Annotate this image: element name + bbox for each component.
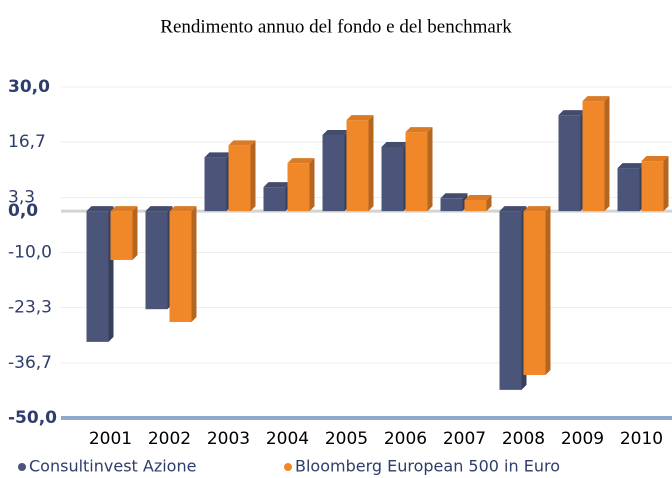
bar-top <box>523 206 551 212</box>
bar-top <box>322 129 350 135</box>
bar <box>287 163 310 212</box>
y-tick-label: -36,7 <box>8 353 52 373</box>
bar <box>523 211 546 375</box>
bar-top <box>381 141 409 147</box>
bar-side <box>604 96 610 212</box>
y-tick-label: -50,0 <box>8 408 57 428</box>
bar-top <box>204 152 232 158</box>
y-tick-label: 0,0 <box>8 201 38 221</box>
legend-label: Consultinvest Azione <box>29 457 196 476</box>
bar-top <box>440 193 468 199</box>
bar <box>322 134 345 212</box>
bar <box>204 157 227 212</box>
bar-top <box>263 182 291 188</box>
y-tick-label: -10,0 <box>8 243 52 263</box>
bar-side <box>250 140 256 212</box>
x-tick-label: 2010 <box>620 429 663 449</box>
x-tick-label: 2001 <box>89 429 132 449</box>
bar-side <box>191 206 197 323</box>
bar <box>582 101 605 212</box>
bar-top <box>228 140 256 146</box>
bar-top <box>617 163 645 169</box>
bar <box>169 211 192 323</box>
bar-top <box>110 206 138 212</box>
bar <box>558 115 581 212</box>
bar <box>110 211 133 260</box>
bar <box>499 211 522 390</box>
chart-title: Rendimento annuo del fondo e del benchma… <box>160 16 512 37</box>
bar-top <box>582 96 610 102</box>
x-tick-label: 2003 <box>207 429 250 449</box>
legend-marker <box>284 463 292 471</box>
bar <box>617 168 640 212</box>
bar-top <box>169 206 197 212</box>
bar-side <box>486 194 492 212</box>
legend: Consultinvest Azione Bloomberg European … <box>18 457 560 476</box>
bar-top <box>464 194 492 200</box>
bar-top <box>558 110 586 116</box>
bar <box>440 198 463 212</box>
y-tick-label: -23,3 <box>8 298 52 318</box>
bar-side <box>663 156 669 212</box>
bar <box>145 211 168 310</box>
x-tick-label: 2002 <box>148 429 191 449</box>
x-tick-label: 2006 <box>384 429 427 449</box>
x-tick-label: 2007 <box>443 429 486 449</box>
bar <box>405 132 428 212</box>
bar <box>228 145 251 212</box>
x-tick-label: 2004 <box>266 429 309 449</box>
bar <box>641 161 664 212</box>
bar-side <box>368 115 374 212</box>
bar-top <box>145 206 173 212</box>
y-tick-label: 30,0 <box>8 77 50 97</box>
x-tick-label: 2009 <box>561 429 604 449</box>
bar-top <box>346 115 374 121</box>
legend-label: Bloomberg European 500 in Euro <box>295 457 560 476</box>
bar-top <box>499 206 527 212</box>
bar <box>381 146 404 212</box>
bar-side <box>545 206 551 375</box>
bar <box>86 211 109 342</box>
bar <box>464 199 487 212</box>
x-tick-label: 2008 <box>502 429 545 449</box>
bar-top <box>287 158 315 164</box>
legend-marker <box>18 463 26 471</box>
bar-top <box>641 156 669 162</box>
y-tick-label: 3,3 <box>8 187 35 207</box>
bar-top <box>86 206 114 212</box>
bar-side <box>427 127 433 212</box>
bar-side <box>132 206 138 260</box>
x-tick-label: 2005 <box>325 429 368 449</box>
bar <box>346 120 369 212</box>
y-tick-label: 16,7 <box>8 132 46 152</box>
bar <box>263 187 286 212</box>
bar-side <box>309 158 315 212</box>
bar-top <box>405 127 433 133</box>
